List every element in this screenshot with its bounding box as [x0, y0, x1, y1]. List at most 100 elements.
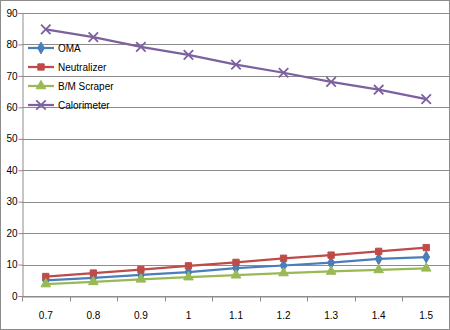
x-tick-label: 0.8	[86, 310, 100, 321]
series-line	[46, 257, 426, 280]
y-tick-mark	[19, 44, 23, 45]
x-category-separator	[117, 297, 118, 302]
x-tick-label: 1.2	[277, 310, 291, 321]
series-marker	[136, 42, 145, 51]
series-marker	[184, 50, 193, 59]
x-tick-label: 1.4	[372, 310, 386, 321]
y-axis: 0 10 20 30 40 50 60 70 80 90	[6, 8, 23, 302]
chart: 0 10 20 30 40 50 60 70 80 90 0.7 0.8 0.9 1 1.1 1.2 1.3 1.…	[0, 0, 450, 330]
series-marker	[374, 264, 384, 272]
grid-line	[22, 296, 450, 297]
series-marker	[89, 32, 98, 41]
series-marker	[376, 248, 382, 254]
grid-line	[22, 139, 450, 140]
series-line	[46, 29, 426, 99]
x-tick-label: 1.5	[419, 310, 433, 321]
series-marker	[136, 274, 146, 282]
legend-marker	[38, 42, 45, 54]
x-tick: 1.5	[419, 297, 433, 321]
series-marker	[89, 276, 99, 284]
legend: OMANeutralizerB/M ScraperCalorimeter	[28, 42, 114, 110]
y-tick-label: 30	[6, 196, 18, 207]
y-tick-label: 20	[6, 228, 18, 239]
series-marker	[280, 255, 286, 261]
series-line	[46, 268, 426, 284]
grid-line	[22, 170, 450, 171]
series-marker	[138, 266, 144, 272]
x-tick-label: 1.1	[229, 310, 243, 321]
x-tick-label: 1	[186, 310, 192, 321]
y-tick: 0	[12, 291, 23, 302]
x-axis-line	[23, 297, 450, 298]
series-marker	[326, 77, 335, 86]
y-tick-label: 40	[6, 165, 18, 176]
y-tick: 50	[6, 133, 22, 144]
grid-line	[22, 13, 450, 14]
y-tick-mark	[19, 296, 23, 297]
series-marker	[231, 60, 240, 69]
y-tick: 60	[6, 102, 22, 113]
y-tick-label: 60	[6, 102, 18, 113]
y-tick-label: 70	[6, 71, 18, 82]
series-marker	[423, 251, 430, 263]
series-marker	[185, 263, 191, 269]
series-marker	[184, 272, 194, 280]
y-tick-mark	[19, 170, 23, 171]
y-tick: 20	[6, 228, 22, 239]
y-tick-mark	[19, 139, 23, 140]
y-tick-label: 10	[6, 259, 18, 270]
x-tick: 0.9	[134, 297, 148, 321]
x-category-separator	[165, 297, 166, 302]
x-tick: 0.7	[39, 297, 53, 321]
series-marker	[421, 94, 430, 103]
x-tick: 1.4	[372, 297, 386, 321]
legend-marker	[36, 100, 45, 109]
y-tick: 70	[6, 71, 22, 82]
y-tick: 90	[6, 8, 22, 19]
x-category-separator	[70, 297, 71, 302]
legend-marker	[38, 64, 44, 70]
y-tick-mark	[19, 233, 23, 234]
y-tick-mark	[19, 202, 23, 203]
y-tick-mark	[19, 13, 23, 14]
y-tick-mark	[19, 107, 23, 108]
plot-marks	[41, 25, 431, 287]
y-tick: 10	[6, 259, 22, 270]
x-category-separator	[22, 297, 23, 302]
y-axis-line	[19, 14, 24, 297]
legend-label: B/M Scraper	[58, 81, 114, 92]
y-tick: 40	[6, 165, 22, 176]
x-category-separator	[355, 297, 356, 302]
series-marker	[423, 244, 429, 250]
x-axis: 0.7 0.8 0.9 1 1.1 1.2 1.3 1.4 1.5	[23, 297, 450, 321]
x-tick: 1	[186, 297, 192, 321]
series-marker	[231, 270, 241, 278]
series-marker	[279, 68, 288, 77]
series-marker	[328, 252, 334, 258]
y-tick-label: 80	[6, 39, 18, 50]
grid-line	[22, 76, 450, 77]
legend-label: OMA	[58, 43, 81, 54]
y-tick-label: 90	[6, 8, 18, 19]
legend-label: Calorimeter	[58, 100, 110, 111]
x-category-separator	[260, 297, 261, 302]
y-tick: 30	[6, 196, 22, 207]
series-marker	[374, 85, 383, 94]
grid-line	[22, 233, 450, 234]
legend-marker	[36, 80, 46, 88]
series-marker	[421, 263, 431, 271]
x-tick: 0.8	[86, 297, 100, 321]
grid	[22, 14, 450, 297]
x-category-separator	[402, 297, 403, 302]
x-tick: 1.3	[324, 297, 338, 321]
y-tick-label: 50	[6, 133, 18, 144]
series-marker	[279, 267, 289, 275]
chart-border	[1, 1, 450, 330]
grid-line	[22, 202, 450, 203]
y-tick-mark	[19, 265, 23, 266]
x-tick: 1.1	[229, 297, 243, 321]
series-marker	[90, 270, 96, 276]
series-marker	[326, 266, 336, 274]
series-marker	[41, 25, 50, 34]
x-category-separator	[307, 297, 308, 302]
